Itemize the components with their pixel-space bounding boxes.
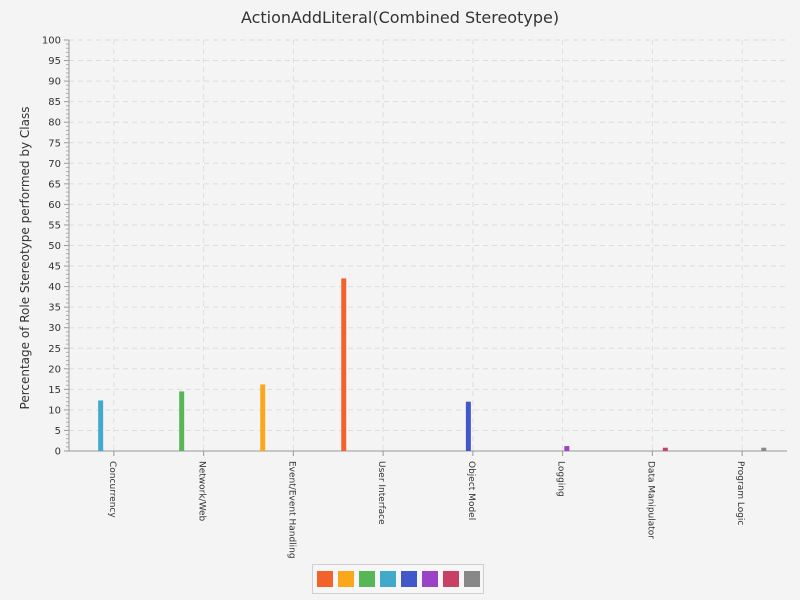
y-tick-label: 95 — [48, 56, 61, 67]
bar — [465, 401, 471, 451]
axes — [68, 40, 787, 452]
y-tick-label: 40 — [48, 282, 61, 293]
x-tick-label: Concurrency — [107, 461, 117, 518]
x-tick-label: Object Model — [466, 461, 476, 520]
y-tick-label: 5 — [55, 426, 61, 437]
legend — [312, 564, 484, 594]
y-tick-label: 10 — [48, 405, 61, 416]
bar — [260, 384, 266, 451]
y-tick-label: 75 — [48, 138, 61, 149]
bar — [564, 446, 570, 451]
y-tick-label: 35 — [48, 303, 61, 314]
bar — [179, 391, 185, 451]
legend-swatch — [379, 571, 396, 587]
legend-swatch — [337, 571, 354, 587]
bar — [341, 278, 347, 451]
bar — [662, 447, 668, 451]
x-tick-label: Logging — [556, 461, 566, 497]
y-tick-label: 25 — [48, 344, 61, 355]
y-tick-label: 65 — [48, 179, 61, 190]
legend-swatch — [442, 571, 459, 587]
grid-lines — [69, 39, 787, 451]
y-tick-label: 55 — [48, 220, 61, 231]
legend-swatch — [421, 571, 438, 587]
y-tick-label: 20 — [48, 364, 61, 375]
legend-swatch — [316, 571, 333, 587]
chart-title: ActionAddLiteral(Combined Stereotype) — [241, 8, 559, 27]
y-tick-label: 85 — [48, 97, 61, 108]
y-axis-label: Percentage of Role Stereotype performed … — [18, 107, 32, 410]
x-tick-label: User Interface — [376, 461, 386, 525]
y-tick-label: 15 — [48, 385, 61, 396]
y-tick-label: 60 — [48, 200, 61, 211]
y-tick-label: 90 — [48, 77, 61, 88]
y-tick-label: 45 — [48, 262, 61, 273]
y-tick-label: 80 — [48, 118, 61, 129]
x-tick-label: Network/Web — [197, 461, 207, 522]
y-tick-label: 100 — [42, 36, 61, 47]
y-tick-label: 0 — [55, 447, 61, 458]
x-axis-ticks: Concurrency Network/Web Event/Event Handli… — [107, 451, 745, 559]
x-tick-label: Data Manipulator — [645, 461, 655, 539]
bar — [761, 447, 767, 451]
bars — [98, 278, 767, 451]
x-tick-label: Event/Event Handling — [286, 461, 296, 559]
legend-swatch — [358, 571, 375, 587]
legend-swatch — [463, 571, 480, 587]
y-tick-label: 50 — [48, 241, 61, 252]
bar — [98, 400, 104, 451]
y-tick-label: 70 — [48, 159, 61, 170]
y-tick-label: 30 — [48, 323, 61, 334]
legend-swatch — [400, 571, 417, 587]
y-axis-ticks: 0 5 10 15 20 25 30 35 40 45 50 55 60 65 70 75 80 85 90 95 10… — [42, 36, 69, 458]
x-tick-label: Program Logic — [735, 461, 745, 525]
